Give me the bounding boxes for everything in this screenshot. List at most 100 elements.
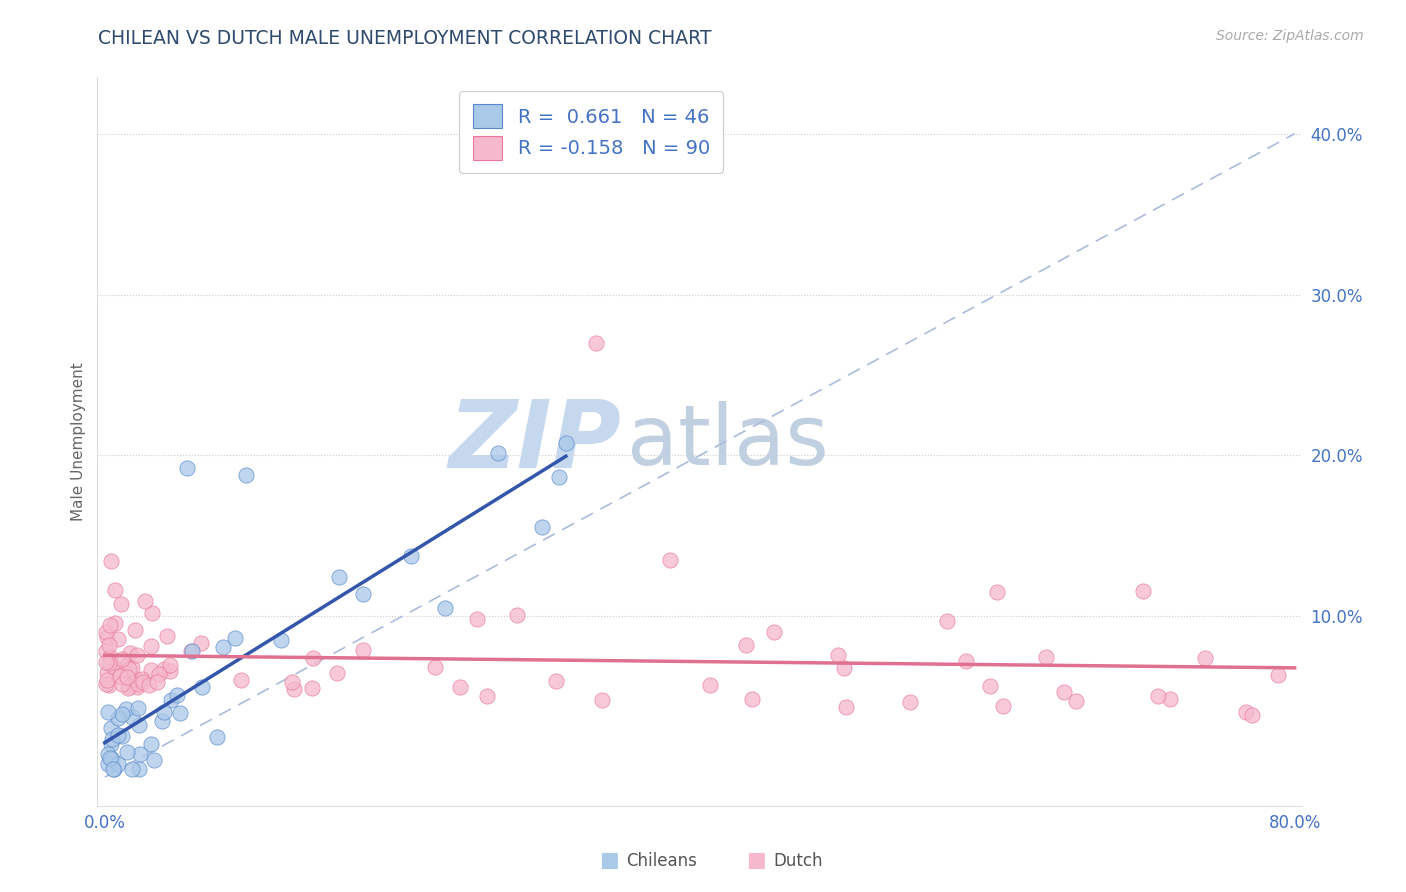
Point bbox=[205, 730, 228, 744]
Point bbox=[832, 661, 855, 675]
Point bbox=[1053, 685, 1076, 699]
Point bbox=[834, 700, 856, 714]
Point bbox=[96, 625, 118, 640]
Point bbox=[1159, 691, 1181, 706]
Point bbox=[141, 607, 163, 621]
Y-axis label: Male Unemployment: Male Unemployment bbox=[72, 362, 86, 521]
Point bbox=[96, 666, 118, 681]
Point bbox=[1035, 650, 1057, 665]
Point bbox=[128, 718, 150, 732]
Point bbox=[104, 615, 127, 630]
Text: Source: ZipAtlas.com: Source: ZipAtlas.com bbox=[1216, 29, 1364, 44]
Point bbox=[735, 638, 758, 652]
Point bbox=[301, 681, 323, 695]
Point bbox=[96, 655, 118, 669]
Point bbox=[110, 597, 132, 611]
Point bbox=[180, 644, 202, 658]
Point bbox=[103, 762, 125, 776]
Point bbox=[986, 585, 1008, 599]
Legend: R =  0.661   N = 46, R = -0.158   N = 90: R = 0.661 N = 46, R = -0.158 N = 90 bbox=[460, 91, 723, 173]
Point bbox=[104, 583, 127, 598]
Text: CHILEAN VS DUTCH MALE UNEMPLOYMENT CORRELATION CHART: CHILEAN VS DUTCH MALE UNEMPLOYMENT CORRE… bbox=[98, 29, 711, 48]
Point bbox=[100, 554, 122, 568]
Point bbox=[699, 678, 721, 692]
Point bbox=[96, 630, 118, 644]
Point bbox=[98, 618, 121, 632]
Point bbox=[898, 695, 921, 709]
Point bbox=[117, 745, 139, 759]
Point bbox=[111, 677, 134, 691]
Point bbox=[148, 667, 170, 681]
Point bbox=[97, 705, 120, 719]
Point bbox=[98, 657, 121, 671]
Point bbox=[100, 721, 122, 735]
Point bbox=[134, 594, 156, 608]
Point bbox=[1267, 668, 1289, 682]
Point bbox=[139, 737, 162, 751]
Point bbox=[111, 652, 134, 666]
Point bbox=[125, 680, 148, 694]
Point bbox=[139, 639, 162, 653]
Point bbox=[936, 614, 959, 628]
Point bbox=[100, 751, 122, 765]
Point bbox=[1241, 708, 1264, 723]
Point bbox=[114, 665, 136, 679]
Text: Chileans: Chileans bbox=[626, 852, 696, 870]
Point bbox=[191, 681, 214, 695]
Point bbox=[97, 757, 120, 772]
Point bbox=[1194, 651, 1216, 665]
Point bbox=[352, 587, 374, 601]
Point bbox=[1064, 693, 1087, 707]
Point bbox=[146, 675, 169, 690]
Point bbox=[124, 623, 146, 637]
Point bbox=[107, 711, 129, 725]
Point bbox=[235, 467, 257, 482]
Point bbox=[465, 612, 488, 626]
Point bbox=[591, 692, 613, 706]
Point bbox=[160, 693, 183, 707]
Point bbox=[104, 662, 127, 676]
Text: atlas: atlas bbox=[627, 401, 830, 483]
Point bbox=[763, 625, 786, 640]
Point bbox=[107, 728, 129, 742]
Point bbox=[150, 714, 173, 729]
Point bbox=[117, 681, 139, 696]
Point bbox=[212, 640, 235, 655]
Point bbox=[139, 663, 162, 677]
Point bbox=[120, 646, 142, 660]
Point bbox=[153, 662, 176, 676]
Point bbox=[352, 643, 374, 657]
Point bbox=[125, 672, 148, 686]
Point bbox=[121, 710, 143, 724]
Point bbox=[1146, 690, 1168, 704]
Point bbox=[121, 762, 143, 776]
Point bbox=[658, 553, 681, 567]
Text: Dutch: Dutch bbox=[773, 852, 823, 870]
Point bbox=[176, 461, 198, 475]
Point bbox=[115, 670, 138, 684]
Point bbox=[1132, 584, 1154, 599]
Point bbox=[114, 702, 136, 716]
Point bbox=[166, 689, 188, 703]
Point bbox=[101, 752, 124, 766]
Point bbox=[554, 436, 576, 450]
Point bbox=[326, 666, 349, 681]
Point bbox=[96, 673, 118, 687]
Point bbox=[108, 669, 131, 683]
Point bbox=[180, 644, 202, 658]
Point bbox=[224, 631, 246, 645]
Point bbox=[104, 661, 127, 675]
Point bbox=[111, 706, 134, 721]
Point bbox=[129, 747, 152, 762]
Point bbox=[546, 674, 568, 689]
Point bbox=[96, 643, 118, 657]
Point bbox=[169, 706, 191, 721]
Point bbox=[486, 446, 509, 460]
Point bbox=[117, 657, 139, 672]
Point bbox=[101, 762, 124, 776]
Point bbox=[281, 675, 304, 690]
Text: ZIP: ZIP bbox=[449, 396, 621, 488]
Point bbox=[125, 648, 148, 662]
Point bbox=[741, 692, 763, 706]
Point bbox=[433, 601, 456, 615]
